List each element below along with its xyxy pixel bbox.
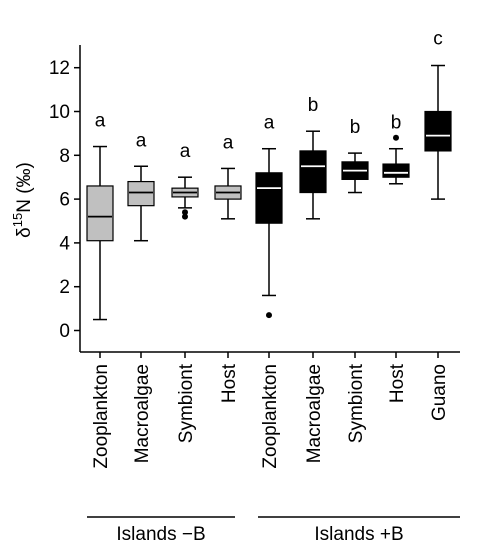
significance-letters: a a a a a b b b c <box>95 29 443 163</box>
category-label: Zooplankton <box>260 364 281 469</box>
box-macroalgae-minus-b <box>127 165 155 242</box>
category-labels: Zooplankton Macroalgae Symbiont Host Zooplan… <box>91 363 450 468</box>
category-label: Macroalgae <box>304 364 325 463</box>
significance-letter: a <box>180 141 191 162</box>
box-zooplankton-minus-b <box>86 145 114 321</box>
box-iqr <box>255 172 283 224</box>
category-label: Guano <box>429 364 450 421</box>
y-tick-label: 0 <box>59 321 70 342</box>
box-zooplankton-plus-b <box>255 147 283 319</box>
significance-letter: b <box>350 117 361 138</box>
outlier-point <box>393 134 399 141</box>
box-iqr <box>86 185 114 242</box>
box-iqr <box>299 150 327 194</box>
category-label: Zooplankton <box>91 364 112 469</box>
box-macroalgae-plus-b <box>299 130 327 220</box>
outlier-point <box>182 213 188 220</box>
category-label: Host <box>387 363 408 403</box>
category-label: Symbiont <box>346 363 367 443</box>
x-axis <box>80 351 460 358</box>
y-axis-title-superscript: 15 <box>10 213 25 227</box>
group-labels: Islands −B Islands +B <box>87 516 460 545</box>
category-label: Host <box>219 363 240 403</box>
group-label: Islands +B <box>314 524 403 545</box>
group-label: Islands −B <box>116 524 205 545</box>
box-iqr <box>424 110 452 152</box>
outlier-point <box>266 312 272 319</box>
significance-letter: b <box>391 113 402 134</box>
category-label: Macroalgae <box>132 364 153 463</box>
significance-letter: a <box>95 111 106 132</box>
y-tick-label: 2 <box>59 277 70 298</box>
box-symbiont-minus-b <box>171 176 199 220</box>
category-label: Symbiont <box>176 363 197 443</box>
significance-letter: c <box>433 29 443 50</box>
significance-letter: a <box>264 113 275 134</box>
box-iqr <box>382 163 410 178</box>
box-guano-plus-b <box>424 64 452 200</box>
y-tick-label: 4 <box>59 233 70 254</box>
y-tick-label: 12 <box>49 58 70 79</box>
box-symbiont-plus-b <box>341 152 369 194</box>
outlier-point <box>182 209 188 216</box>
box-host-minus-b <box>214 167 242 220</box>
significance-letter: a <box>136 130 147 151</box>
significance-letter: a <box>223 132 234 153</box>
y-axis-title-rest: N (‰) <box>14 162 35 213</box>
y-axis-title-symbol: δ <box>14 227 35 238</box>
y-tick-label: 8 <box>59 146 70 167</box>
box-host-plus-b <box>382 134 410 185</box>
box-iqr <box>127 180 155 207</box>
boxes <box>86 64 452 321</box>
y-axis-title: δ15N (‰) <box>10 162 35 238</box>
y-axis: 0 2 4 6 8 10 12 <box>49 45 81 352</box>
significance-letter: b <box>308 95 319 116</box>
y-tick-label: 6 <box>59 190 70 211</box>
y-tick-label: 10 <box>49 102 70 123</box>
